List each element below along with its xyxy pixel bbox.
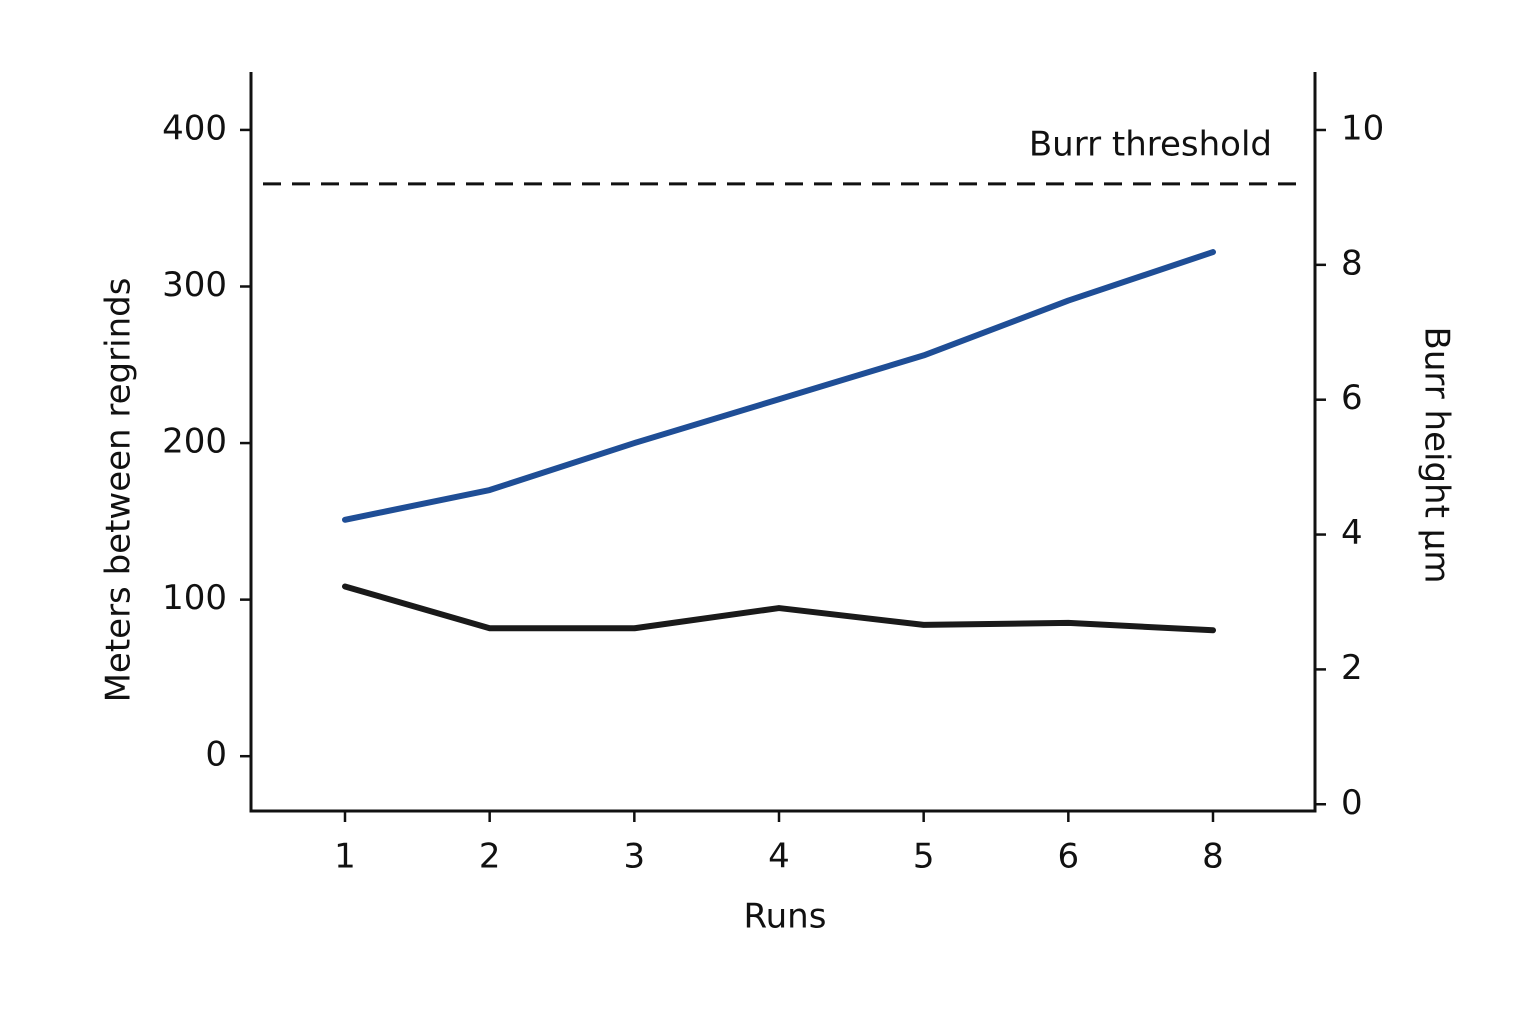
x-tick-label: 1: [334, 837, 356, 877]
y-axis-label: Meters between regrinds: [99, 278, 139, 703]
y-tick-label: 200: [162, 422, 227, 462]
y2-tick-label: 10: [1341, 108, 1384, 148]
series-line: [342, 249, 1216, 523]
x-tick-label: 6: [1058, 837, 1080, 877]
y2-tick-label: 0: [1341, 783, 1363, 823]
x-tick-label: 4: [768, 837, 790, 877]
y2-tick-label: 4: [1341, 513, 1363, 553]
threshold-label: Burr threshold: [1029, 124, 1272, 164]
y-tick-label: 300: [162, 265, 227, 305]
axes-frame: [249, 72, 1317, 813]
x-axis-label: Runs: [744, 897, 827, 937]
series-line: [342, 583, 1216, 634]
y-tick-label: 0: [205, 735, 227, 775]
x-tick-label: 5: [913, 837, 935, 877]
x-tick-label: 3: [624, 837, 646, 877]
y-tick-label: 400: [162, 108, 227, 148]
y2-tick-label: 8: [1341, 243, 1363, 283]
y2-tick-label: 2: [1341, 648, 1363, 688]
x-tick-label: 8: [1202, 837, 1224, 877]
y2-axis-label: Burr height µm: [1417, 327, 1457, 584]
y2-tick-label: 6: [1341, 378, 1363, 418]
y-tick-label: 100: [162, 578, 227, 618]
x-tick-label: 2: [479, 837, 501, 877]
